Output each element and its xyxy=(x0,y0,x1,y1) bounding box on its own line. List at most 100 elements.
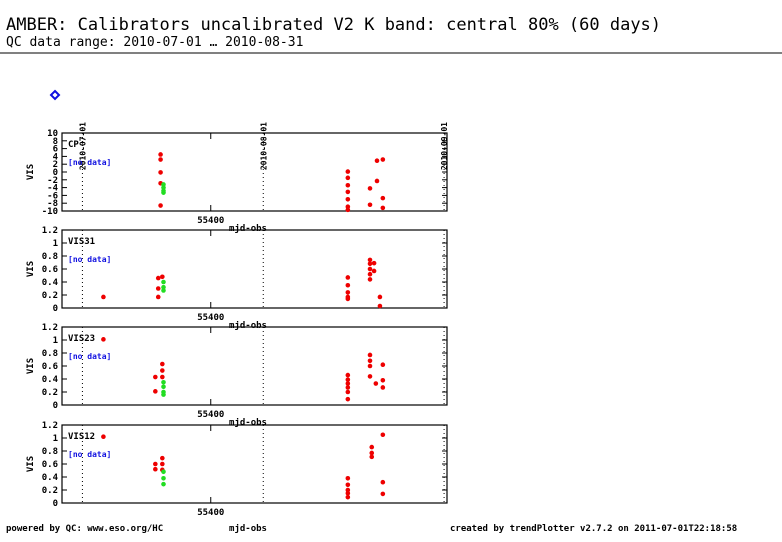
y-axis-label: VIS xyxy=(26,164,36,180)
data-point xyxy=(345,175,351,181)
data-point xyxy=(158,157,163,162)
data-point xyxy=(380,385,386,390)
y-tick-label: 0.2 xyxy=(42,291,58,301)
y-tick-label: 0.8 xyxy=(42,447,58,457)
y-tick-label: 8 xyxy=(53,137,58,147)
data-point xyxy=(153,461,158,467)
y-tick-label: 6 xyxy=(53,145,58,155)
y-tick-label: 1.2 xyxy=(42,323,58,333)
x-axis-label: mjd-obs xyxy=(229,223,267,234)
y-tick-label: 0.6 xyxy=(42,460,58,470)
data-point xyxy=(367,257,373,263)
y-tick-label: 0.4 xyxy=(42,473,59,483)
data-point xyxy=(160,461,165,467)
y-tick-label: 1.2 xyxy=(42,226,58,236)
plot-frame xyxy=(61,424,448,504)
data-point xyxy=(158,170,163,175)
data-point xyxy=(380,205,386,211)
data-point xyxy=(160,274,165,280)
footer-left: powered by QC: www.eso.org/HC xyxy=(6,524,163,534)
data-point xyxy=(374,158,380,163)
data-point xyxy=(345,207,351,213)
y-tick-label: -6 xyxy=(47,191,58,201)
data-point xyxy=(161,288,166,293)
data-point xyxy=(367,186,373,191)
data-point xyxy=(367,261,373,267)
data-point xyxy=(345,282,351,288)
data-point xyxy=(345,482,351,488)
data-point xyxy=(345,381,351,386)
data-point xyxy=(155,275,161,281)
data-point xyxy=(160,455,165,461)
y-tick-label: 1 xyxy=(53,434,58,444)
x-tick-label: 55400 xyxy=(197,216,224,226)
y-tick-label: -4 xyxy=(47,184,58,194)
page-title: AMBER: Calibrators uncalibrated V2 K ban… xyxy=(6,15,661,35)
data-point xyxy=(345,494,351,500)
data-point xyxy=(380,432,386,438)
data-point xyxy=(161,392,166,397)
data-point xyxy=(371,260,377,266)
data-point xyxy=(160,361,165,367)
y-tick-label: 1 xyxy=(53,336,58,346)
y-tick-label: 2 xyxy=(53,160,58,170)
data-point xyxy=(101,434,106,440)
y-tick-label: 0 xyxy=(53,499,58,509)
data-point xyxy=(369,444,375,450)
data-point xyxy=(153,466,158,472)
y-tick-label: -2 xyxy=(47,176,58,186)
no-data-note: [no data] xyxy=(68,450,111,459)
y-tick-label: -10 xyxy=(42,207,58,217)
data-point xyxy=(161,379,166,385)
x-axis-label: mjd-obs xyxy=(229,320,267,331)
data-point xyxy=(380,378,386,383)
data-point xyxy=(161,384,166,390)
data-point xyxy=(367,352,373,358)
plot-frame xyxy=(61,132,448,212)
data-point xyxy=(373,381,379,386)
y-tick-label: -8 xyxy=(47,199,58,209)
data-point xyxy=(369,450,375,456)
data-point xyxy=(380,479,386,485)
y-tick-label: 0.4 xyxy=(42,375,59,385)
data-point xyxy=(161,279,166,285)
panel-label: VIS31 xyxy=(68,237,95,247)
data-point xyxy=(380,491,386,497)
marker-icon xyxy=(49,89,61,101)
data-point xyxy=(160,368,165,373)
data-point xyxy=(367,374,373,379)
data-point xyxy=(101,294,106,300)
y-tick-label: 0.8 xyxy=(42,252,58,262)
y-tick-label: 0.6 xyxy=(42,362,58,372)
y-tick-label: 0.8 xyxy=(42,349,58,359)
page-subtitle: QC data range: 2010-07-01 … 2010-08-31 xyxy=(6,35,303,50)
data-point xyxy=(367,271,373,277)
data-point xyxy=(345,189,351,195)
data-point xyxy=(160,374,165,380)
data-point xyxy=(380,157,386,162)
data-point xyxy=(377,303,383,309)
data-point xyxy=(380,362,386,368)
data-point xyxy=(158,203,163,208)
no-data-note: [no data] xyxy=(68,255,111,264)
data-point xyxy=(345,372,351,378)
y-tick-label: 0 xyxy=(53,401,58,411)
data-point xyxy=(158,152,163,157)
data-point xyxy=(161,284,166,290)
data-point xyxy=(345,396,351,402)
data-point xyxy=(380,195,386,201)
x-axis-label: mjd-obs xyxy=(229,417,267,428)
y-tick-label: 0 xyxy=(53,168,58,178)
data-point xyxy=(161,481,166,487)
data-point xyxy=(345,275,351,280)
data-point xyxy=(345,490,351,496)
data-point xyxy=(345,389,351,395)
plot-frame xyxy=(61,229,448,309)
y-tick-label: 1.2 xyxy=(42,421,58,431)
data-point xyxy=(161,476,166,481)
y-tick-label: 1 xyxy=(53,239,58,249)
data-point xyxy=(153,389,158,394)
no-data-note: [no data] xyxy=(68,158,111,167)
panel-label: CP xyxy=(68,140,79,150)
